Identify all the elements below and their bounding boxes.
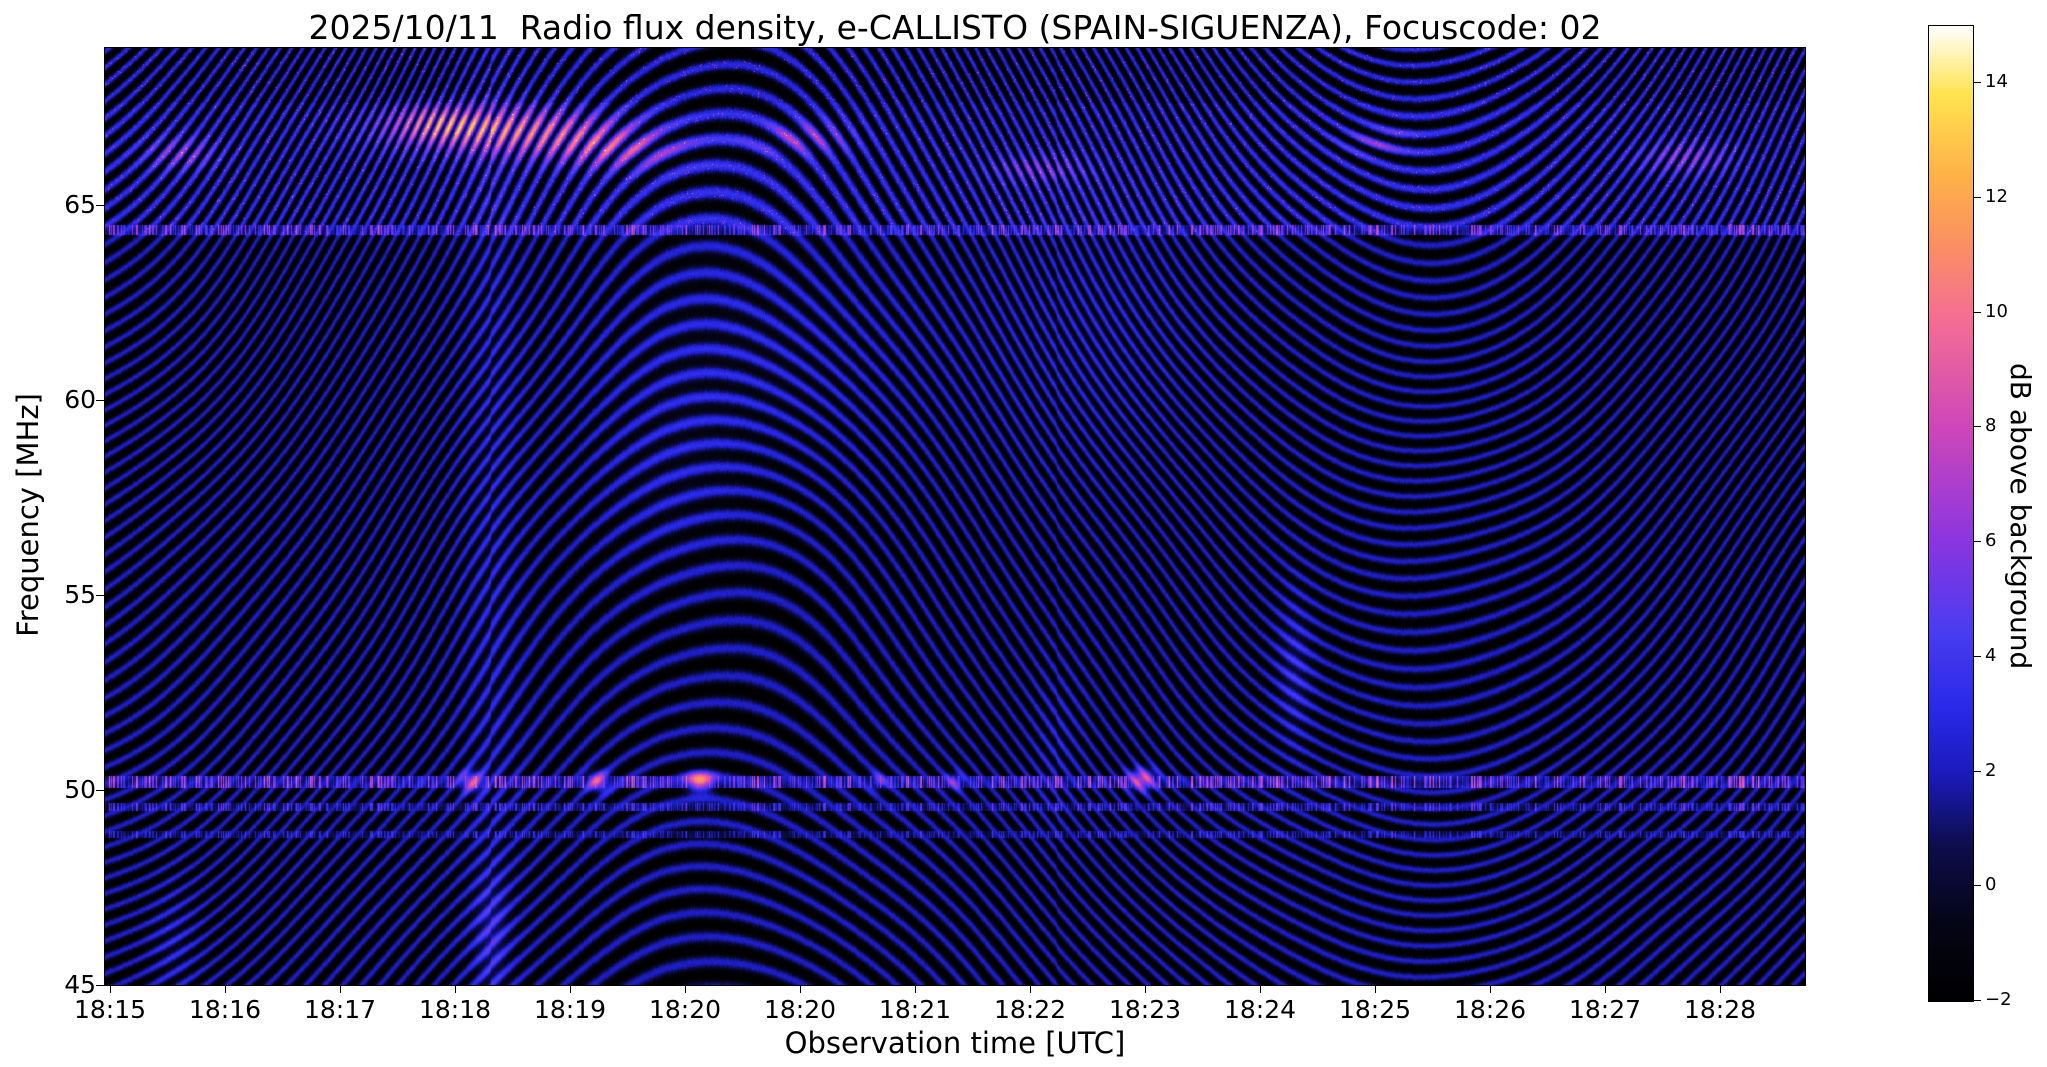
x-tick-label: 18:19: [533, 995, 607, 1024]
colorbar-tick-mark: [1974, 885, 1981, 887]
y-tick-mark: [96, 595, 104, 596]
x-tick-label: 18:20: [763, 995, 837, 1024]
colorbar-tick-mark: [1974, 541, 1981, 543]
x-tick-mark: [110, 985, 111, 993]
y-tick-mark: [96, 400, 104, 401]
y-tick-mark: [96, 790, 104, 791]
x-tick-label: 18:26: [1453, 995, 1527, 1024]
x-tick-mark: [915, 985, 916, 993]
y-tick-mark: [96, 985, 104, 986]
x-axis-label: Observation time [UTC]: [784, 1026, 1126, 1060]
x-tick-mark: [1260, 985, 1261, 993]
plot-area: [104, 47, 1806, 986]
x-tick-mark: [1720, 985, 1721, 993]
colorbar-label: dB above background: [2004, 363, 2037, 670]
x-tick-mark: [225, 985, 226, 993]
x-tick-label: 18:24: [1223, 995, 1297, 1024]
colorbar-tick-mark: [1974, 1000, 1981, 1001]
colorbar-tick-label: 14: [1985, 71, 2008, 93]
colorbar-tick-mark: [1974, 655, 1981, 657]
x-tick-mark: [570, 985, 571, 993]
x-tick-mark: [1605, 985, 1606, 993]
colorbar-tick-mark: [1974, 197, 1981, 199]
y-axis-label: Frequency [MHz]: [11, 393, 45, 637]
y-tick-mark: [96, 205, 104, 206]
x-tick-mark: [455, 985, 456, 993]
x-tick-mark: [1490, 985, 1491, 993]
colorbar-tick-mark: [1974, 770, 1981, 772]
colorbar-tick-label: 0: [1985, 874, 1997, 896]
x-tick-label: 18:28: [1683, 995, 1757, 1024]
x-tick-label: 18:17: [303, 995, 377, 1024]
x-tick-mark: [1145, 985, 1146, 993]
x-tick-label: 18:20: [648, 995, 722, 1024]
x-tick-mark: [1375, 985, 1376, 993]
y-tick-label: 60: [64, 385, 96, 414]
colorbar-tick-mark: [1974, 311, 1981, 313]
x-tick-label: 18:16: [188, 995, 262, 1024]
spectrogram-canvas: [105, 48, 1805, 985]
x-tick-mark: [685, 985, 686, 993]
colorbar-tick-mark: [1974, 426, 1981, 428]
y-tick-label: 65: [64, 190, 96, 219]
colorbar-tick-label: 12: [1985, 186, 2008, 208]
x-tick-mark: [340, 985, 341, 993]
x-tick-label: 18:18: [418, 995, 492, 1024]
colorbar-tick-label: −2: [1985, 989, 2012, 1010]
x-tick-label: 18:21: [878, 995, 952, 1024]
x-tick-label: 18:25: [1338, 995, 1412, 1024]
y-tick-label: 45: [64, 970, 96, 999]
colorbar-tick-label: 8: [1985, 415, 1997, 437]
x-tick-mark: [800, 985, 801, 993]
x-tick-label: 18:23: [1108, 995, 1182, 1024]
x-tick-label: 18:27: [1568, 995, 1642, 1024]
colorbar-tick-mark: [1974, 82, 1981, 84]
colorbar-gradient: [1928, 25, 1974, 1002]
y-tick-label: 55: [64, 580, 96, 609]
y-tick-label: 50: [64, 775, 96, 804]
colorbar-tick-label: 10: [1985, 300, 2008, 322]
x-tick-mark: [1030, 985, 1031, 993]
x-tick-label: 18:22: [993, 995, 1067, 1024]
colorbar-tick-label: 6: [1985, 530, 1997, 552]
colorbar-tick-label: 4: [1985, 644, 1997, 666]
x-tick-label: 18:15: [73, 995, 147, 1024]
colorbar-tick-label: 2: [1985, 759, 1997, 781]
chart-title: 2025/10/11 Radio flux density, e-CALLIST…: [308, 8, 1602, 47]
